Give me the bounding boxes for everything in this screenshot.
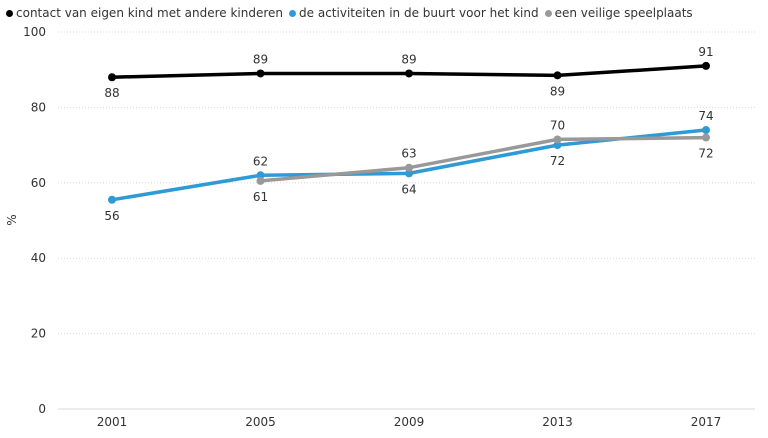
data-label: 62 xyxy=(253,154,268,168)
legend-item-contact[interactable]: contact van eigen kind met andere kinder… xyxy=(6,6,283,20)
data-point[interactable] xyxy=(108,73,116,82)
data-label: 74 xyxy=(698,109,713,123)
y-tick-label: 0 xyxy=(38,402,46,416)
x-tick-label: 2005 xyxy=(245,415,276,429)
x-tick-label: 2013 xyxy=(542,415,573,429)
y-tick-label: 100 xyxy=(23,25,46,39)
y-axis-label: % xyxy=(5,214,19,225)
data-labels: 88 89 89 89 91 56 62 64 72 74 61 63 70 72 xyxy=(104,45,713,223)
data-point[interactable] xyxy=(553,71,562,80)
x-axis: 2001 2005 2009 2013 2017 xyxy=(97,415,722,429)
data-label: 72 xyxy=(550,154,565,168)
data-point[interactable] xyxy=(256,171,265,180)
legend-item-activiteiten[interactable]: de activiteiten in de buurt voor het kin… xyxy=(289,6,539,20)
data-label: 89 xyxy=(253,52,268,66)
legend-item-speelplaats[interactable]: een veilige speelplaats xyxy=(544,6,693,20)
data-label: 70 xyxy=(550,118,565,132)
data-label: 56 xyxy=(104,209,119,223)
y-axis: 0 20 40 60 80 100 xyxy=(23,25,46,416)
y-tick-label: 40 xyxy=(31,251,46,265)
legend-marker-speelplaats xyxy=(544,9,552,17)
data-point[interactable] xyxy=(256,176,265,185)
gridlines xyxy=(58,31,755,410)
x-tick-label: 2017 xyxy=(691,415,722,429)
data-point[interactable] xyxy=(702,61,710,70)
y-tick-label: 80 xyxy=(31,100,46,114)
data-label: 89 xyxy=(401,52,416,66)
data-label: 72 xyxy=(698,147,713,161)
data-label: 89 xyxy=(550,84,565,98)
data-label: 64 xyxy=(401,182,416,196)
data-point[interactable] xyxy=(702,133,710,142)
x-tick-label: 2001 xyxy=(97,415,128,429)
data-label: 91 xyxy=(698,45,713,59)
data-label: 63 xyxy=(401,147,416,161)
y-tick-label: 60 xyxy=(31,176,46,190)
data-point[interactable] xyxy=(405,163,413,172)
series-group xyxy=(108,61,710,204)
legend: contact van eigen kind met andere kinder… xyxy=(6,6,699,20)
legend-label-activiteiten: de activiteiten in de buurt voor het kin… xyxy=(299,6,539,20)
data-point[interactable] xyxy=(256,69,265,78)
series-line[interactable] xyxy=(260,135,707,183)
x-tick-label: 2009 xyxy=(394,415,425,429)
legend-label-contact: contact van eigen kind met andere kinder… xyxy=(16,6,284,20)
legend-label-speelplaats: een veilige speelplaats xyxy=(554,6,693,20)
legend-marker-contact xyxy=(6,9,13,17)
data-point[interactable] xyxy=(702,126,710,135)
data-point[interactable] xyxy=(108,195,116,204)
y-tick-label: 20 xyxy=(31,327,46,341)
data-point[interactable] xyxy=(553,135,562,144)
data-point[interactable] xyxy=(405,69,413,78)
data-label: 88 xyxy=(104,86,119,100)
data-point[interactable] xyxy=(405,169,413,178)
data-label: 61 xyxy=(253,190,268,204)
data-point[interactable] xyxy=(553,141,562,150)
legend-marker-activiteiten xyxy=(289,9,297,17)
